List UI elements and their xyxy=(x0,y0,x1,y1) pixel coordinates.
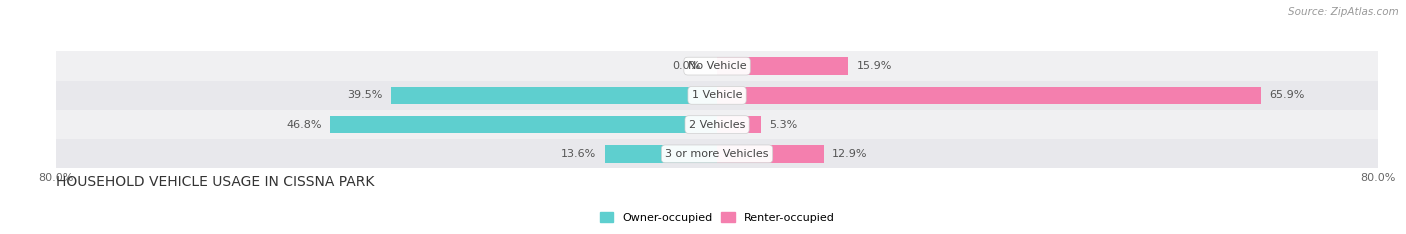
Legend: Owner-occupied, Renter-occupied: Owner-occupied, Renter-occupied xyxy=(595,208,839,227)
Bar xyxy=(717,57,848,75)
Text: 46.8%: 46.8% xyxy=(287,120,322,130)
Bar xyxy=(717,87,1261,104)
Text: 1 Vehicle: 1 Vehicle xyxy=(692,90,742,100)
Bar xyxy=(717,116,761,133)
Text: 13.6%: 13.6% xyxy=(561,149,596,159)
Text: 3 or more Vehicles: 3 or more Vehicles xyxy=(665,149,769,159)
Text: 2 Vehicles: 2 Vehicles xyxy=(689,120,745,130)
Text: 5.3%: 5.3% xyxy=(769,120,797,130)
Text: HOUSEHOLD VEHICLE USAGE IN CISSNA PARK: HOUSEHOLD VEHICLE USAGE IN CISSNA PARK xyxy=(56,175,374,189)
Text: 39.5%: 39.5% xyxy=(347,90,382,100)
Bar xyxy=(56,110,1378,139)
Bar xyxy=(717,145,824,163)
Bar xyxy=(330,116,717,133)
Text: 12.9%: 12.9% xyxy=(832,149,868,159)
Text: 0.0%: 0.0% xyxy=(672,61,700,71)
Text: 65.9%: 65.9% xyxy=(1270,90,1305,100)
Bar xyxy=(56,51,1378,81)
Text: Source: ZipAtlas.com: Source: ZipAtlas.com xyxy=(1288,7,1399,17)
Bar xyxy=(56,81,1378,110)
Bar xyxy=(605,145,717,163)
Text: No Vehicle: No Vehicle xyxy=(688,61,747,71)
Text: 15.9%: 15.9% xyxy=(856,61,891,71)
Bar xyxy=(56,139,1378,168)
Bar xyxy=(391,87,717,104)
